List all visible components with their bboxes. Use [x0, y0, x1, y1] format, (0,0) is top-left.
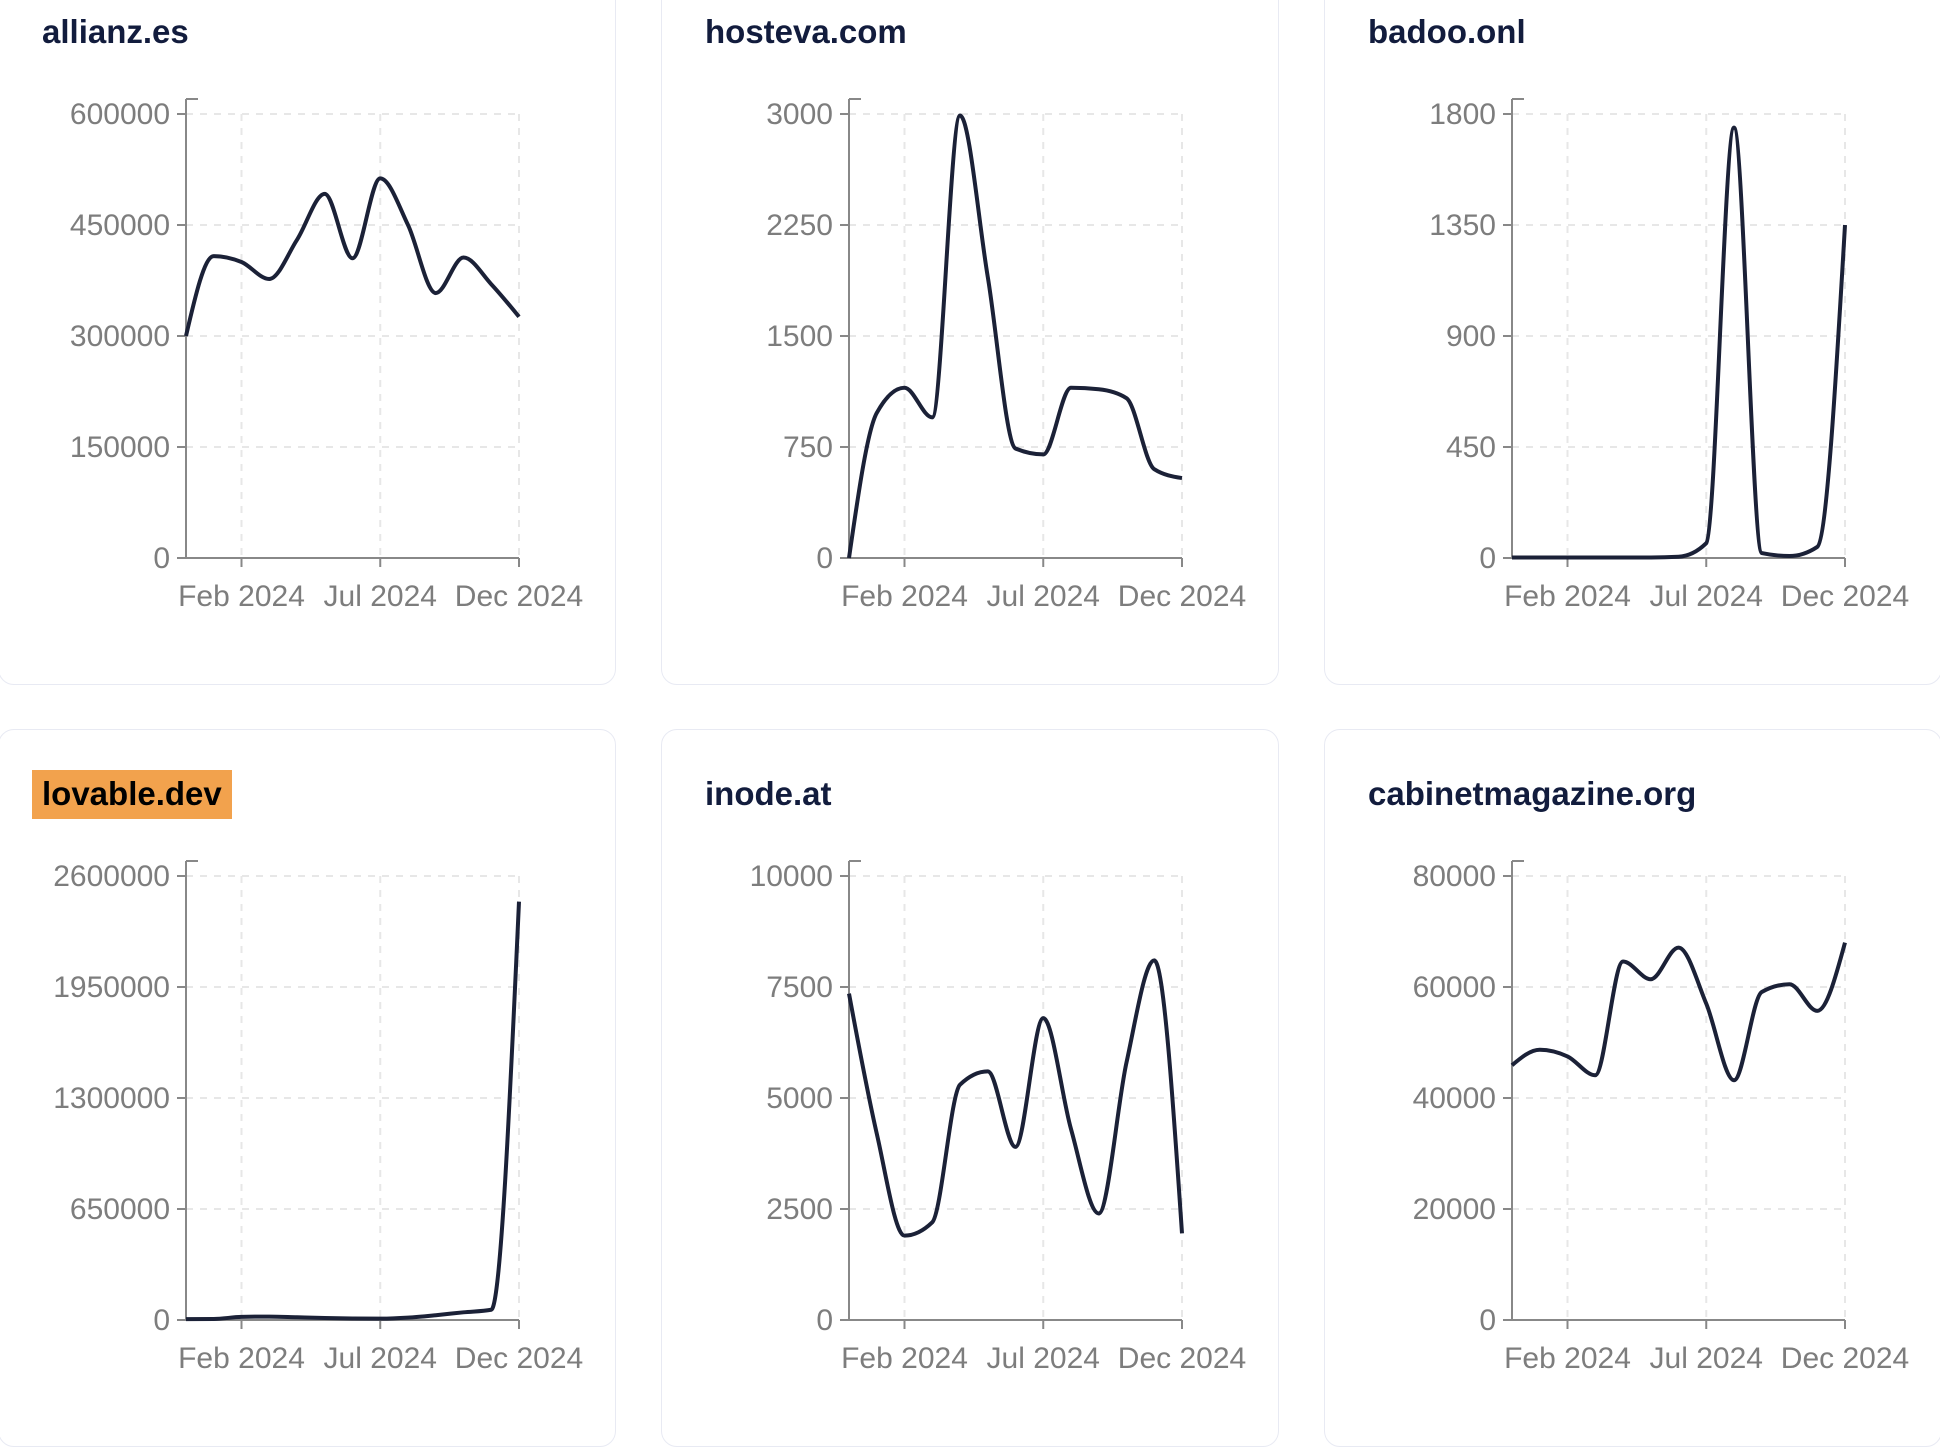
y-tick-label: 20000 — [1413, 1193, 1496, 1226]
y-tick-label: 40000 — [1413, 1082, 1496, 1115]
chart-card-lovable-dev: lovable.dev 0 650000 1300000 1950000 2600000… — [0, 729, 616, 1447]
x-tick-label: Jul 2024 — [1650, 580, 1763, 613]
gridlines — [186, 113, 520, 559]
chart-card-inode-at: inode.at 0 2500 5000 7500 10000 Feb 2024 Jul 2… — [661, 729, 1279, 1447]
y-tick-label: 650000 — [70, 1193, 170, 1226]
chart-title: inode.at — [705, 774, 832, 814]
chart-title-text: allianz.es — [42, 13, 189, 50]
x-tick-label: Jul 2024 — [987, 1342, 1100, 1375]
chart-title-text: inode.at — [705, 775, 832, 812]
y-tick-label: 0 — [153, 542, 170, 575]
y-tick-label: 60000 — [1413, 971, 1496, 1004]
y-tick-label: 2600000 — [53, 860, 170, 893]
y-tick-label: 80000 — [1413, 860, 1496, 893]
gridlines — [849, 875, 1183, 1321]
line-chart: 0 750 1500 2250 3000 Feb 2024 Jul 2024 Dec 2024 — [766, 98, 1246, 613]
series-line — [184, 176, 521, 337]
axes — [1503, 98, 1846, 567]
y-tick-label: 1500 — [766, 320, 833, 353]
y-tick-label: 150000 — [70, 431, 170, 464]
y-tick-label: 7500 — [766, 971, 833, 1004]
y-tick-label: 0 — [816, 542, 833, 575]
x-tick-label: Feb 2024 — [1504, 580, 1631, 613]
chart-title-text: badoo.onl — [1368, 13, 1526, 50]
gridlines — [849, 113, 1183, 559]
gridlines — [1512, 113, 1846, 559]
x-tick-label: Dec 2024 — [455, 580, 583, 613]
y-tick-label: 750 — [783, 431, 833, 464]
x-tick-label: Feb 2024 — [178, 580, 305, 613]
chart-title: hosteva.com — [705, 12, 907, 52]
y-tick-label: 1800 — [1429, 98, 1496, 131]
y-tick-label: 450 — [1446, 431, 1496, 464]
series-line — [1510, 942, 1847, 1083]
chart-title: badoo.onl — [1368, 12, 1526, 52]
y-tick-label: 2250 — [766, 209, 833, 242]
x-tick-label: Jul 2024 — [1650, 1342, 1763, 1375]
series-line — [847, 113, 1183, 559]
chart-card-allianz-es: allianz.es 0 150000 300000 450000 600000 Feb … — [0, 0, 616, 685]
chart-title: cabinetmagazine.org — [1368, 774, 1696, 814]
y-tick-label: 10000 — [750, 860, 833, 893]
line-chart: 0 650000 1300000 1950000 2600000 Feb 2024 Jul … — [53, 860, 583, 1375]
chart-title-text: cabinetmagazine.org — [1368, 775, 1697, 812]
y-tick-label: 2500 — [766, 1193, 833, 1226]
axes — [840, 860, 1183, 1329]
y-tick-label: 1950000 — [53, 971, 170, 1004]
x-tick-label: Feb 2024 — [841, 1342, 968, 1375]
line-chart: 0 150000 300000 450000 600000 Feb 2024 Jul 202… — [70, 98, 583, 613]
x-tick-label: Dec 2024 — [1118, 1342, 1246, 1375]
y-tick-label: 300000 — [70, 320, 170, 353]
axes — [840, 98, 1183, 567]
series-line — [847, 958, 1184, 1238]
axes — [177, 860, 520, 1329]
y-tick-label: 0 — [153, 1304, 170, 1337]
y-tick-label: 450000 — [70, 209, 170, 242]
chart-title: allianz.es — [42, 12, 189, 52]
x-tick-label: Jul 2024 — [324, 580, 437, 613]
gridlines — [186, 875, 520, 1321]
y-tick-label: 0 — [1479, 542, 1496, 575]
x-tick-label: Jul 2024 — [324, 1342, 437, 1375]
chart-card-badoo-onl: badoo.onl 0 450 900 1350 1800 Feb 2024 Jul 202… — [1324, 0, 1940, 685]
x-tick-label: Dec 2024 — [1781, 1342, 1909, 1375]
x-tick-label: Jul 2024 — [987, 580, 1100, 613]
axes — [177, 98, 520, 567]
y-tick-label: 1350 — [1429, 209, 1496, 242]
chart-card-cabinetmagazine-org: cabinetmagazine.org 0 20000 40000 60000 8000… — [1324, 729, 1940, 1447]
line-chart: 0 450 900 1350 1800 Feb 2024 Jul 2024 Dec 2024 — [1429, 98, 1909, 613]
chart-title: lovable.dev — [32, 770, 232, 819]
x-tick-label: Feb 2024 — [1504, 1342, 1631, 1375]
chart-title-text: lovable.dev — [32, 770, 232, 819]
line-chart: 0 2500 5000 7500 10000 Feb 2024 Jul 2024 Dec 20… — [750, 860, 1246, 1375]
y-tick-label: 5000 — [766, 1082, 833, 1115]
series-line — [1512, 125, 1847, 560]
gridlines — [1512, 875, 1846, 1321]
x-tick-label: Feb 2024 — [178, 1342, 305, 1375]
y-tick-label: 900 — [1446, 320, 1496, 353]
y-tick-label: 3000 — [766, 98, 833, 131]
chart-card-hosteva-com: hosteva.com 0 750 1500 2250 3000 Feb 2024 Jul … — [661, 0, 1279, 685]
y-tick-label: 1300000 — [53, 1082, 170, 1115]
series-line — [185, 901, 521, 1322]
x-tick-label: Dec 2024 — [455, 1342, 583, 1375]
chart-title-text: hosteva.com — [705, 13, 907, 50]
x-tick-label: Dec 2024 — [1781, 580, 1909, 613]
y-tick-label: 0 — [816, 1304, 833, 1337]
y-tick-label: 0 — [1479, 1304, 1496, 1337]
axes — [1503, 860, 1846, 1329]
y-tick-label: 600000 — [70, 98, 170, 131]
x-tick-label: Dec 2024 — [1118, 580, 1246, 613]
x-tick-label: Feb 2024 — [841, 580, 968, 613]
line-chart: 0 20000 40000 60000 80000 Feb 2024 Jul 2024 Dec… — [1413, 860, 1909, 1375]
